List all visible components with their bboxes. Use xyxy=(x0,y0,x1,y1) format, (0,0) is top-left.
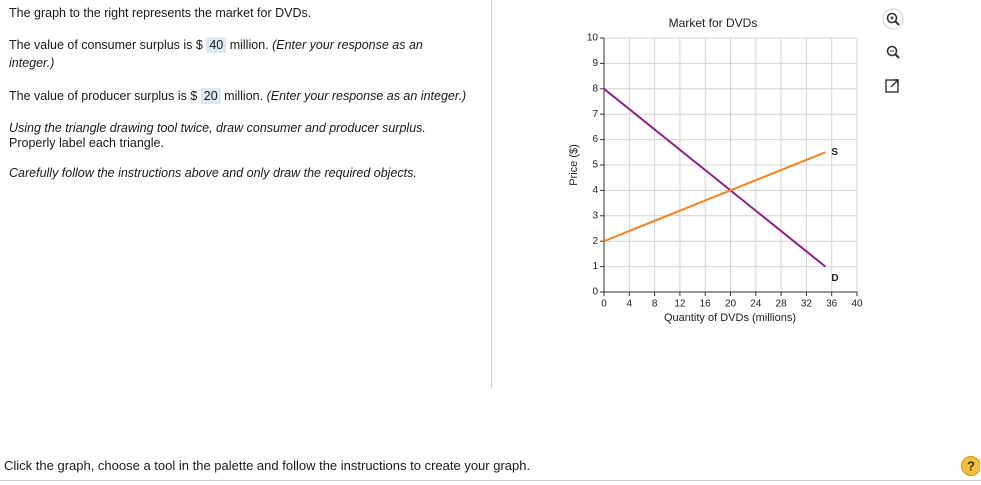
answer-box[interactable]: 20 xyxy=(200,88,221,104)
series-label: D xyxy=(831,273,838,284)
text: Using the triangle drawing tool twice, d… xyxy=(9,121,426,135)
toolbar xyxy=(882,8,904,93)
hint: (Enter your response as an integer.) xyxy=(9,38,423,70)
zoom-in[interactable] xyxy=(882,8,904,30)
help[interactable]: ? xyxy=(960,455,980,477)
chart[interactable]: Market for DVDs Quantity of DVDs (millio… xyxy=(500,0,880,340)
y-tick-label: 5 xyxy=(592,160,598,171)
text: million. xyxy=(229,38,269,52)
x-tick-label: 12 xyxy=(674,299,686,310)
x-tick-label: 40 xyxy=(851,299,863,310)
y-tick-label: 2 xyxy=(592,236,598,247)
x-tick-label: 28 xyxy=(776,299,788,310)
x-tick-label: 0 xyxy=(601,299,607,310)
y-tick-label: 10 xyxy=(587,33,599,44)
help-icon: ? xyxy=(967,458,975,473)
x-tick-label: 4 xyxy=(627,299,633,310)
x-tick-label: 16 xyxy=(700,299,712,310)
chart-title: Market for DVDs xyxy=(669,16,758,30)
producer-question: The value of producer surplus is $ 20 mi… xyxy=(9,87,466,105)
x-axis-label: Quantity of DVDs (millions) xyxy=(664,312,796,324)
x-tick-label: 20 xyxy=(725,299,737,310)
intro: The graph to the right represents the ma… xyxy=(9,6,312,20)
x-tick-label: 24 xyxy=(750,299,762,310)
y-tick-label: 8 xyxy=(592,83,598,94)
instruction: Using the triangle drawing tool twice, d… xyxy=(9,119,426,137)
answer-box[interactable]: 40 xyxy=(206,37,227,53)
hint: (Enter your response as an integer.) xyxy=(266,89,467,103)
series-line xyxy=(603,151,826,243)
divider xyxy=(0,480,981,481)
y-axis-label: Price ($) xyxy=(568,144,580,186)
series-line xyxy=(603,88,827,268)
footer: Click the graph, choose a tool in the pa… xyxy=(4,458,531,473)
instruction: Carefully follow the instructions above … xyxy=(9,164,417,182)
instruction: Properly label each triangle. xyxy=(9,136,164,150)
y-tick-label: 7 xyxy=(592,109,598,120)
y-tick-label: 0 xyxy=(592,287,598,298)
zoom-out[interactable] xyxy=(886,45,900,59)
popout[interactable] xyxy=(885,79,899,93)
y-tick-label: 9 xyxy=(592,58,598,69)
text: million. xyxy=(224,89,264,103)
consumer-question: The value of consumer surplus is $ 40 mi… xyxy=(9,36,449,72)
y-tick-label: 6 xyxy=(592,134,598,145)
x-tick-label: 8 xyxy=(652,299,658,310)
text: Carefully follow the instructions above … xyxy=(9,166,417,180)
x-tick-label: 36 xyxy=(826,299,838,310)
x-tick-label: 32 xyxy=(801,299,813,310)
y-tick-label: 1 xyxy=(592,261,598,272)
y-tick-label: 4 xyxy=(592,185,598,196)
text: The value of consumer surplus is $ xyxy=(9,38,203,52)
divider xyxy=(491,0,492,388)
y-tick-label: 3 xyxy=(592,210,598,221)
text: The value of producer surplus is $ xyxy=(9,89,198,103)
series-label: S xyxy=(831,147,838,158)
